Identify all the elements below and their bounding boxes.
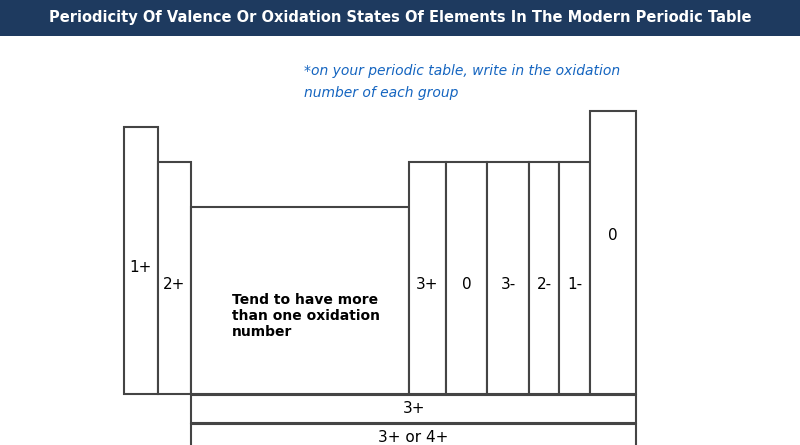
Text: Periodicity Of Valence Or Oxidation States Of Elements In The Modern Periodic Ta: Periodicity Of Valence Or Oxidation Stat…: [49, 10, 751, 25]
Text: 2+: 2+: [163, 277, 186, 292]
Text: 1+: 1+: [130, 259, 152, 275]
Bar: [158, 162, 191, 394]
Bar: [487, 162, 529, 394]
Bar: [446, 162, 487, 394]
Text: 3+: 3+: [402, 401, 425, 417]
Bar: [409, 162, 446, 394]
Text: number of each group: number of each group: [304, 86, 458, 101]
Bar: [191, 395, 636, 423]
Text: 3+: 3+: [416, 277, 438, 292]
Text: Tend to have more
than one oxidation
number: Tend to have more than one oxidation num…: [232, 293, 380, 339]
Bar: [0, 0, 800, 36]
Text: 0: 0: [462, 277, 471, 292]
Bar: [124, 127, 158, 394]
Text: 3-: 3-: [500, 277, 516, 292]
Text: *on your periodic table, write in the oxidation: *on your periodic table, write in the ox…: [304, 64, 620, 78]
Text: 1-: 1-: [567, 277, 582, 292]
Bar: [529, 162, 559, 394]
Text: 2-: 2-: [537, 277, 551, 292]
Text: 3+ or 4+: 3+ or 4+: [378, 430, 449, 445]
Bar: [559, 162, 590, 394]
Bar: [590, 111, 636, 394]
Bar: [191, 424, 636, 445]
Bar: [191, 207, 409, 394]
Text: 0: 0: [608, 228, 618, 243]
